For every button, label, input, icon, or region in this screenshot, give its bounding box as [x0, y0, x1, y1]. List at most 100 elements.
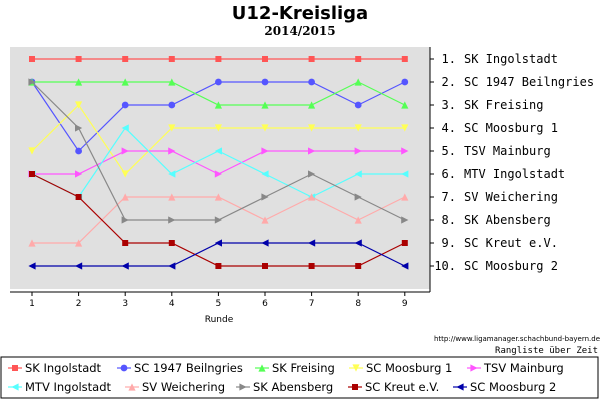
- data-point: [354, 193, 362, 201]
- legend-marker: [120, 364, 128, 372]
- legend-label: SK Freising: [272, 361, 335, 375]
- legend-item: MTV Ingolstadt: [8, 380, 112, 394]
- legend-label: SK Abensberg: [253, 380, 333, 394]
- series-0: [29, 56, 408, 62]
- data-point: [401, 216, 409, 224]
- data-point: [261, 124, 269, 132]
- data-point: [168, 193, 176, 201]
- data-point: [354, 78, 362, 86]
- data-point: [168, 240, 175, 246]
- data-point: [261, 101, 269, 109]
- rank-team-label: SC Kreut e.V.: [464, 236, 558, 250]
- legend-box: [0, 356, 599, 399]
- data-point: [29, 171, 35, 177]
- data-point: [75, 56, 82, 62]
- data-point: [355, 56, 362, 62]
- legend-marker: [456, 383, 464, 391]
- series-6: [28, 193, 409, 247]
- legend-label: SV Weichering: [142, 380, 225, 394]
- data-point: [401, 56, 408, 62]
- data-point: [308, 101, 316, 109]
- rank-labels: 1. SK Ingolstadt 2. SC 1947 Beilngries 3. SK …: [430, 52, 594, 273]
- legend-marker: [239, 383, 247, 391]
- data-point: [354, 101, 362, 109]
- legend-item: TSV Mainburg: [467, 361, 564, 375]
- series-9: [28, 239, 409, 270]
- legend-item: SC Moosburg 1: [349, 361, 452, 375]
- rank-team-label: MTV Ingolstadt: [464, 167, 565, 181]
- data-point: [308, 124, 316, 132]
- rank-number: 5.: [442, 144, 456, 158]
- data-point: [214, 147, 222, 155]
- rank-number: 7.: [442, 190, 456, 204]
- plot-area: [10, 47, 430, 289]
- data-point: [122, 240, 129, 246]
- data-point: [308, 78, 315, 86]
- data-point: [355, 263, 362, 269]
- x-ticks: 1 2 3 4 5 6 7 8 9: [29, 292, 408, 309]
- x-tick-label: 2: [76, 299, 82, 309]
- data-point: [75, 194, 82, 200]
- data-point: [121, 78, 129, 86]
- data-point: [308, 263, 315, 269]
- data-point: [121, 170, 129, 178]
- data-point: [121, 147, 129, 155]
- rank-team-label: TSV Mainburg: [464, 144, 551, 158]
- data-point: [261, 78, 269, 86]
- data-point: [401, 101, 409, 109]
- data-point: [121, 193, 129, 201]
- data-point: [28, 262, 36, 270]
- data-point: [28, 78, 36, 86]
- data-point: [121, 101, 129, 109]
- series-layer: [28, 56, 409, 270]
- rank-number: 1.: [442, 52, 456, 66]
- data-point: [75, 78, 83, 86]
- data-point: [308, 147, 316, 155]
- data-point: [261, 170, 269, 178]
- x-tick-label: 1: [29, 299, 35, 309]
- data-point: [262, 56, 268, 62]
- legend-label: SC Moosburg 1: [366, 361, 452, 375]
- data-point: [401, 124, 409, 132]
- legend-marker: [11, 383, 19, 391]
- data-point: [121, 262, 129, 270]
- legend-label: SC 1947 Beilngries: [134, 361, 243, 375]
- legend: SK Ingolstadt SC 1947 Beilngries SK Freisi…: [8, 361, 564, 394]
- legend-label: MTV Ingolstadt: [25, 380, 112, 394]
- legend-marker: [352, 384, 358, 390]
- x-tick-label: 7: [309, 299, 315, 309]
- rank-team-label: SK Abensberg: [464, 213, 551, 227]
- rank-team-label: SC Moosburg 1: [464, 121, 558, 135]
- chart-subtitle: 2014/2015: [264, 24, 335, 38]
- rank-team-label: SK Freising: [464, 98, 543, 112]
- data-point: [168, 124, 176, 132]
- data-point: [308, 239, 316, 247]
- x-tick-label: 6: [262, 299, 268, 309]
- legend-marker: [258, 364, 266, 372]
- data-point: [261, 193, 269, 201]
- legend-marker: [128, 383, 136, 391]
- data-point: [354, 147, 362, 155]
- data-point: [75, 147, 82, 155]
- rank-number: 3.: [442, 98, 456, 112]
- data-point: [168, 147, 176, 155]
- series-3: [28, 101, 409, 178]
- data-point: [121, 216, 129, 224]
- data-point: [214, 193, 222, 201]
- x-tick-label: 4: [169, 299, 175, 309]
- legend-item: SK Ingolstadt: [8, 361, 102, 375]
- data-point: [28, 147, 36, 155]
- legend-item: SK Abensberg: [236, 380, 333, 394]
- data-point: [354, 216, 362, 224]
- data-point: [308, 170, 316, 178]
- data-point: [122, 56, 129, 62]
- data-point: [214, 239, 222, 247]
- data-point: [214, 216, 222, 224]
- legend-item: SV Weichering: [125, 380, 225, 394]
- rank-team-label: SK Ingolstadt: [464, 52, 558, 66]
- legend-item: SC Moosburg 2: [453, 380, 556, 394]
- data-point: [308, 193, 316, 201]
- data-point: [354, 239, 362, 247]
- data-point: [75, 262, 83, 270]
- data-point: [401, 262, 409, 270]
